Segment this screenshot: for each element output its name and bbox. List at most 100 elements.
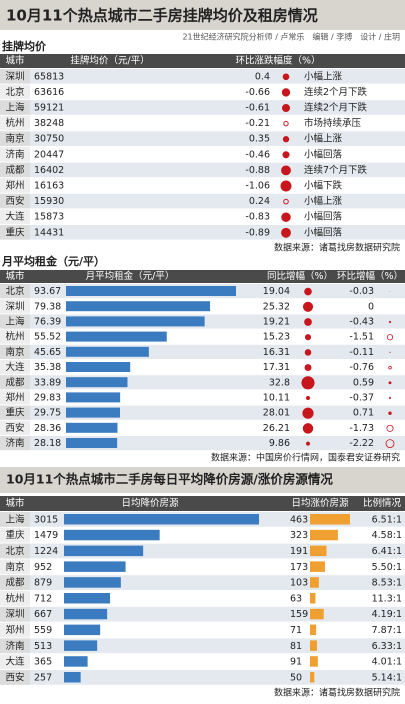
price: 14431 xyxy=(34,227,64,238)
column-header: 挂牌均价（元/平） xyxy=(70,55,149,67)
change: -0.61 xyxy=(245,103,270,114)
rent: 55.52 xyxy=(34,332,61,343)
ratio: 4.19:1 xyxy=(372,609,402,620)
ratio: 5.14:1 xyxy=(372,672,402,683)
ratio: 8.53:1 xyxy=(372,578,402,589)
bar xyxy=(310,546,327,557)
city: 深圳 xyxy=(5,301,24,312)
city: 上海 xyxy=(5,316,25,328)
change-dot xyxy=(282,89,289,96)
section-title: 月平均租金（元/平） xyxy=(1,254,105,268)
ratio: 6.51:1 xyxy=(372,514,402,525)
city: 济南 xyxy=(5,640,24,652)
column-header: 城市 xyxy=(5,270,25,282)
price: 15873 xyxy=(34,212,64,223)
bar xyxy=(66,347,149,357)
up: 91 xyxy=(290,657,302,668)
bar xyxy=(310,561,325,572)
change-dot xyxy=(281,181,291,191)
row-bg xyxy=(0,559,405,574)
yoy: 28.01 xyxy=(263,408,290,419)
change: -0.21 xyxy=(245,118,270,129)
bar xyxy=(66,362,130,372)
column-header: 比例情况 xyxy=(363,497,402,509)
up: 191 xyxy=(290,546,308,557)
change: 0.24 xyxy=(249,196,270,207)
bar xyxy=(310,625,316,636)
row-bg xyxy=(0,670,405,685)
city: 成都 xyxy=(5,577,25,589)
ratio: 4.01:1 xyxy=(372,657,402,668)
bar xyxy=(66,438,117,448)
yoy-dot xyxy=(304,288,312,296)
yoy-dot xyxy=(301,376,314,389)
down: 1224 xyxy=(34,546,58,557)
change: -0.46 xyxy=(245,149,270,160)
bar xyxy=(64,625,100,636)
row-bg xyxy=(0,544,405,559)
up: 63 xyxy=(290,593,302,604)
down: 559 xyxy=(34,625,52,636)
ratio: 11.3:1 xyxy=(372,593,402,604)
bar xyxy=(64,640,97,651)
mom: -0.76 xyxy=(349,362,374,373)
source: 数据来源：诸葛找房数据研究院 xyxy=(274,242,400,254)
city: 济南 xyxy=(5,148,24,160)
bar xyxy=(310,656,318,667)
change-dot xyxy=(282,104,289,111)
mom: -0.43 xyxy=(349,317,374,328)
city: 北京 xyxy=(5,86,24,98)
ratio: 5.50:1 xyxy=(372,562,402,573)
mom-dot xyxy=(389,382,391,384)
bar xyxy=(66,377,128,387)
city: 西安 xyxy=(5,422,24,434)
yoy-dot xyxy=(306,442,310,446)
mom: -0.03 xyxy=(349,286,374,297)
trend: 连续2个月下跌 xyxy=(304,102,368,114)
city: 杭州 xyxy=(5,117,24,129)
price: 30750 xyxy=(34,134,64,145)
column-header: 环比涨跌幅度（%） xyxy=(235,55,320,67)
source: 数据来源：中国房价行情网，国泰君安证券研究 xyxy=(211,452,400,464)
city: 南京 xyxy=(5,133,24,145)
up: 71 xyxy=(290,625,302,636)
trend: 连续7个月下跌 xyxy=(304,164,368,176)
yoy-dot xyxy=(304,318,312,326)
bar xyxy=(66,423,117,433)
yoy-dot xyxy=(303,423,313,433)
down: 1479 xyxy=(34,530,58,541)
rent: 76.39 xyxy=(34,317,61,328)
rent: 45.65 xyxy=(34,347,61,358)
city: 西安 xyxy=(5,671,24,683)
mom: -0.11 xyxy=(349,347,374,358)
mom: -2.22 xyxy=(349,438,374,449)
city: 上海 xyxy=(5,102,25,114)
credit: 21世纪经济研究院分析师 / 卢常乐 编辑 / 李搏 设计 / 庄玥 xyxy=(182,32,400,42)
yoy-dot xyxy=(305,364,312,371)
price: 38248 xyxy=(34,118,64,129)
rent: 93.67 xyxy=(34,286,61,297)
price: 15930 xyxy=(34,196,64,207)
bar xyxy=(64,672,81,683)
change: -1.06 xyxy=(245,181,270,192)
city: 重庆 xyxy=(5,529,25,541)
trend: 小幅上涨 xyxy=(304,133,343,145)
up: 50 xyxy=(290,672,302,683)
change-dot xyxy=(283,137,288,142)
city: 成都 xyxy=(5,164,25,176)
change-dot xyxy=(282,166,291,175)
header-row xyxy=(0,54,405,68)
trend: 连续2个月下跌 xyxy=(304,86,368,98)
trend: 市场持续承压 xyxy=(304,117,362,129)
yoy: 10.11 xyxy=(263,393,290,404)
column-header: 城市 xyxy=(5,497,25,509)
city: 大连 xyxy=(5,211,25,223)
bar xyxy=(310,640,317,651)
rent: 29.83 xyxy=(34,393,61,404)
city: 北京 xyxy=(5,285,24,297)
down: 952 xyxy=(34,562,52,573)
bar xyxy=(310,514,350,525)
down: 712 xyxy=(34,593,52,604)
bar xyxy=(66,332,167,342)
bar xyxy=(310,593,315,604)
